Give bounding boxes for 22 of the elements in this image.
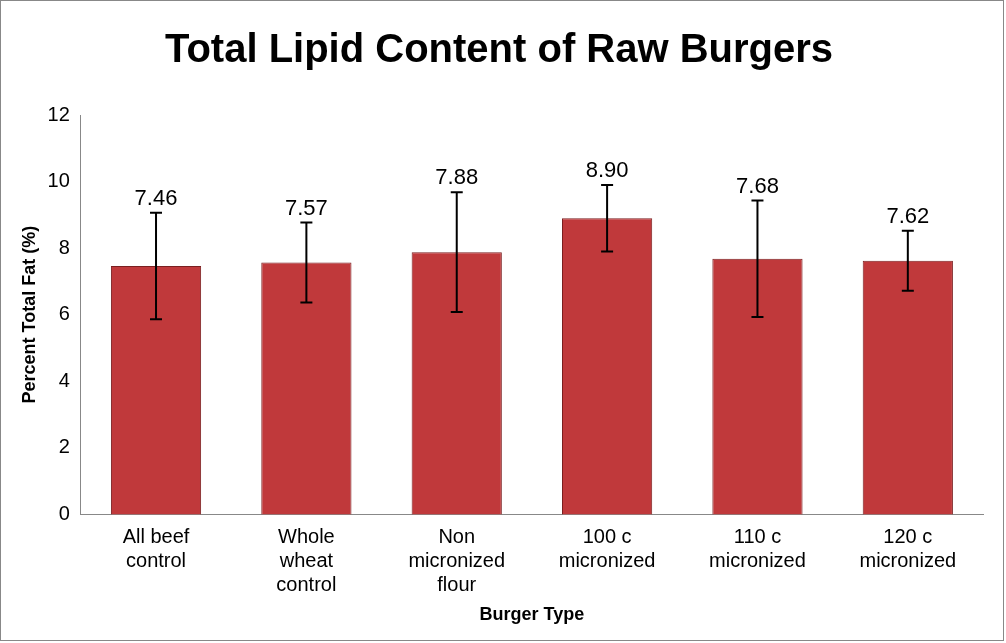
x-tick-label: All beef control [122, 524, 190, 571]
data-label: 8.90 [585, 156, 629, 182]
data-label: 7.46 [134, 184, 178, 210]
y-tick-label: 4 [58, 368, 70, 391]
y-axis-title: Percent Total Fat (%) [18, 225, 39, 404]
chart-title: Total Lipid Content of Raw Burgers [164, 26, 834, 71]
x-tick-label: 110 c micronized [709, 524, 806, 571]
data-label: 7.62 [886, 202, 930, 228]
y-tick-label: 2 [58, 435, 70, 458]
y-tick-label: 6 [58, 302, 70, 325]
x-tick-label: Whole wheat control [276, 524, 337, 595]
x-tick-label: Non micronized flour [408, 524, 506, 595]
data-label: 7.88 [435, 164, 479, 190]
y-tick-label: 12 [47, 102, 70, 125]
y-tick-label: 0 [58, 501, 70, 524]
x-axis-title: Burger Type [479, 604, 585, 625]
y-tick-label: 8 [58, 235, 70, 258]
y-tick-label: 10 [47, 169, 70, 192]
data-label: 7.57 [284, 194, 328, 220]
data-label: 7.68 [736, 172, 779, 198]
x-tick-label: 120 c micronized [859, 524, 957, 571]
x-tick-label: 100 c micronized [558, 524, 656, 571]
